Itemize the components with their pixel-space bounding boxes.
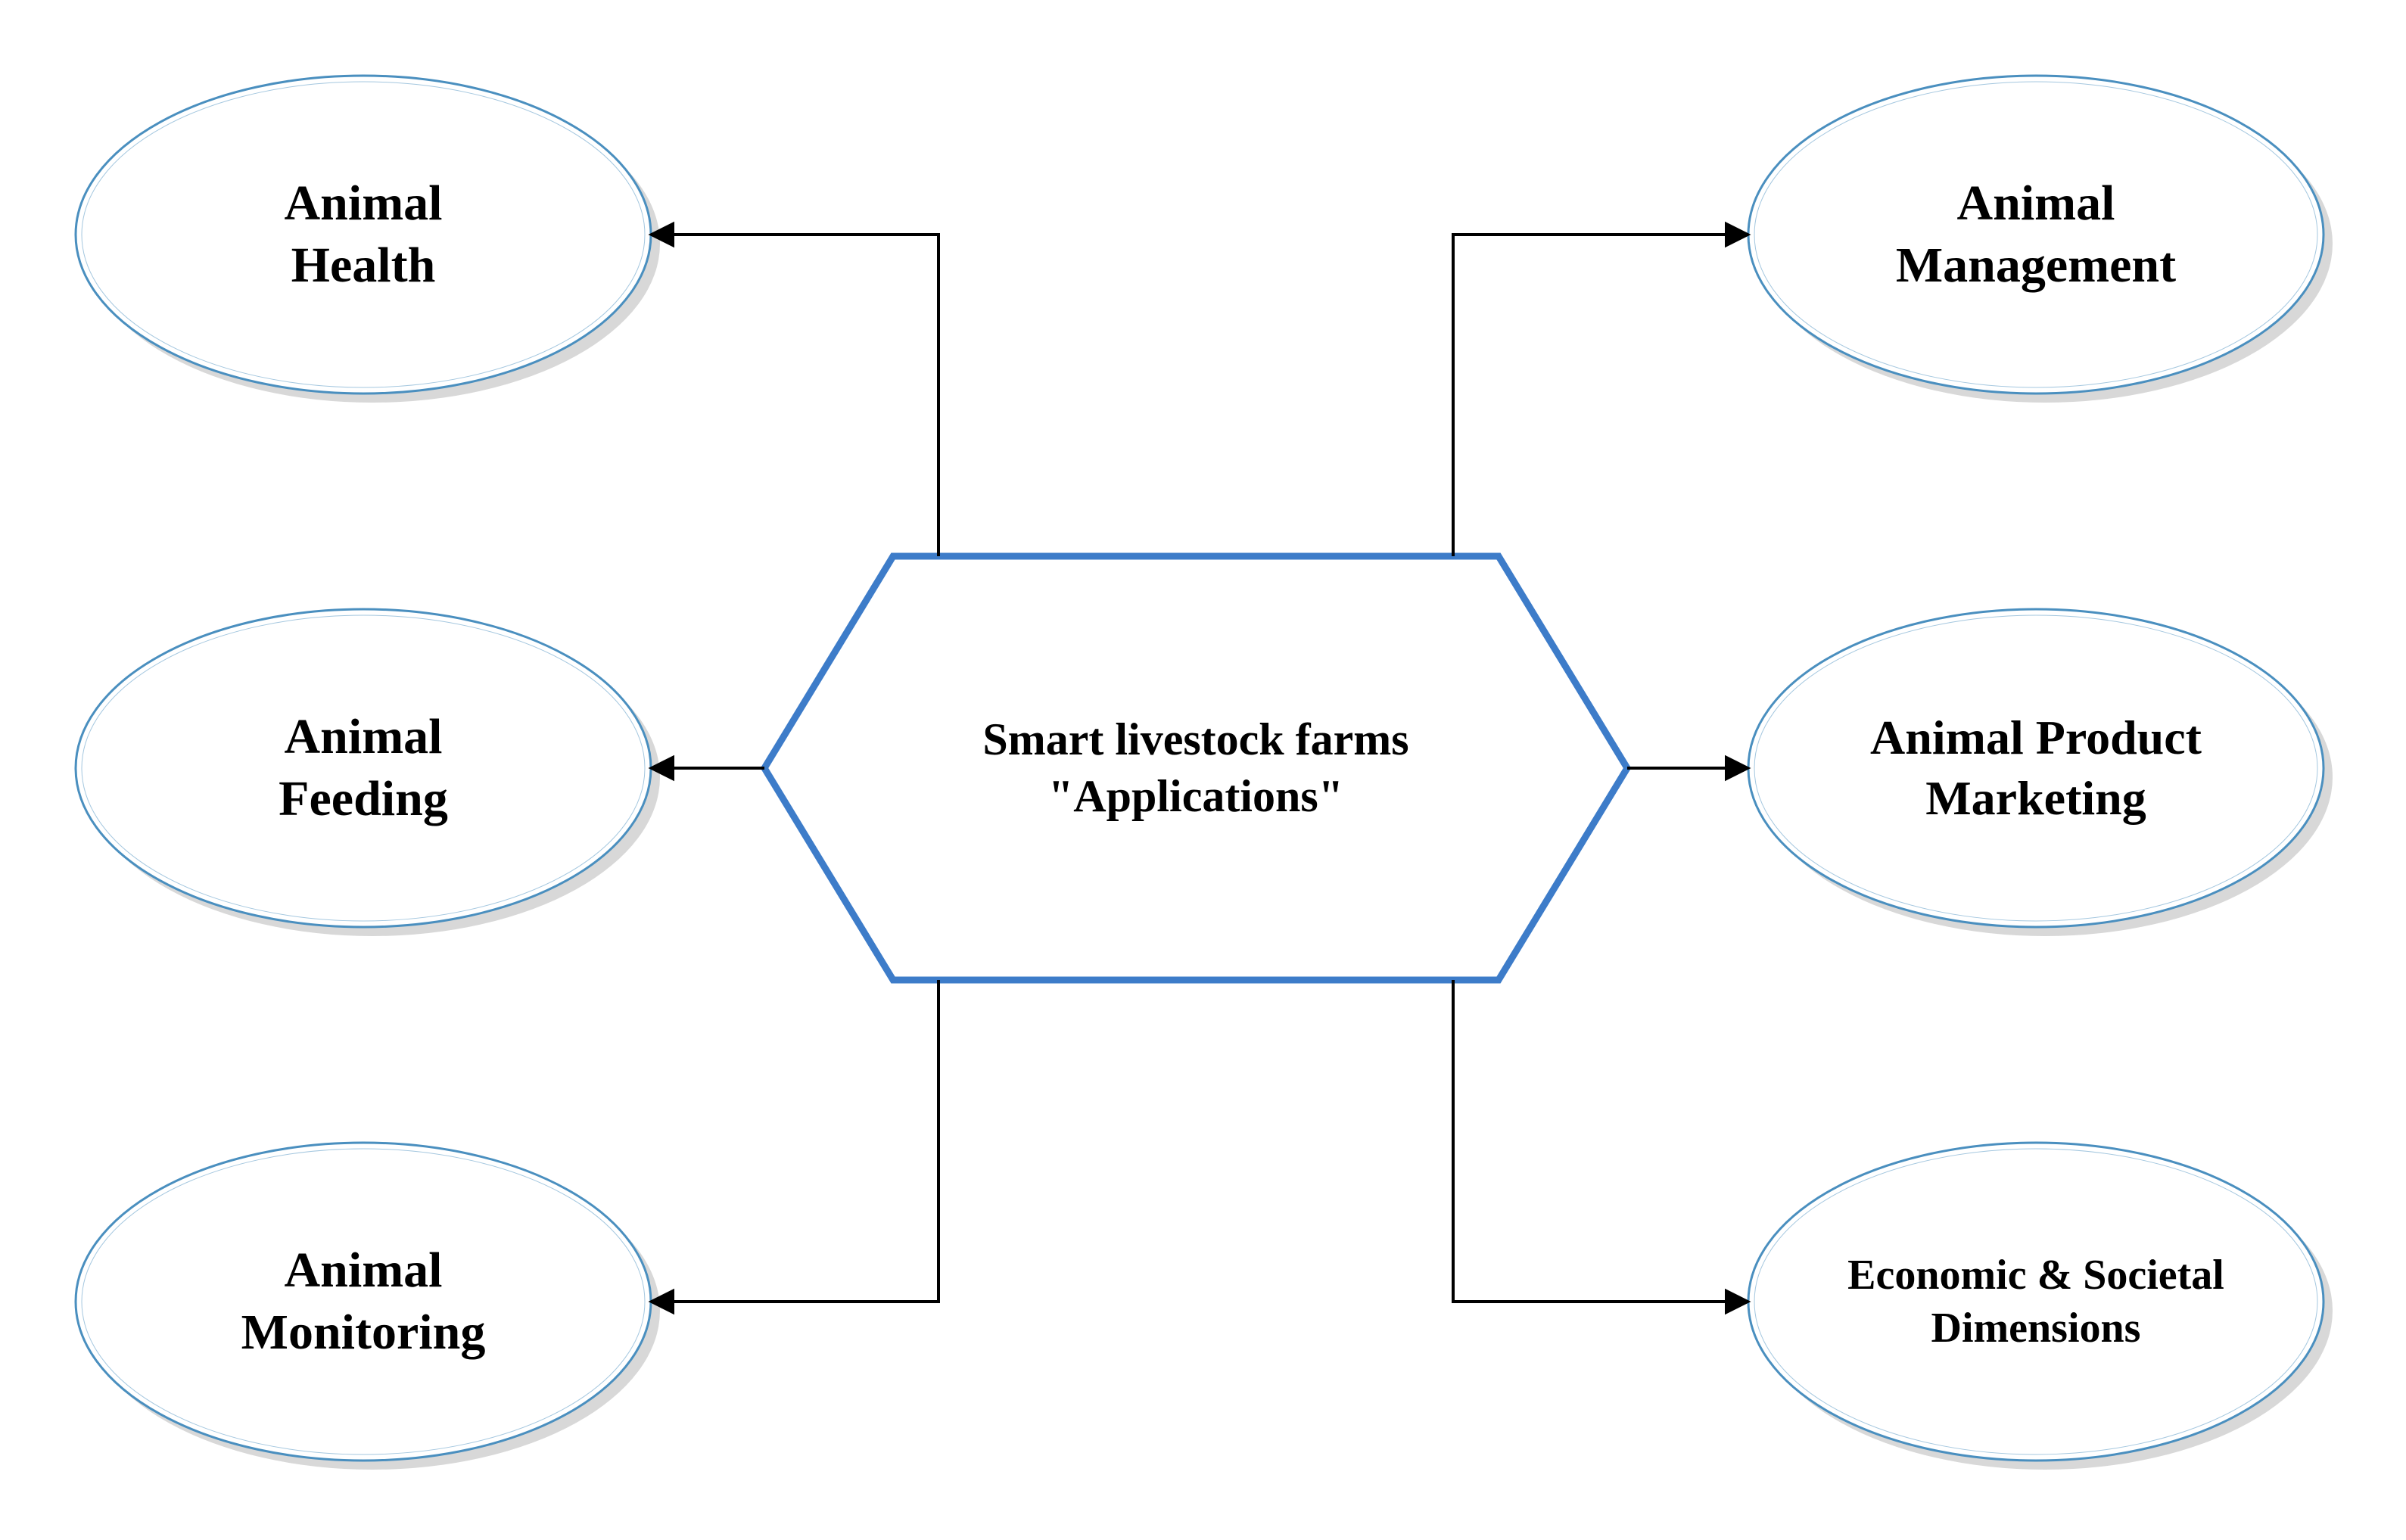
center-label: Smart livestock farms "Applications" [893, 556, 1499, 980]
ellipse-label-animal-management: Animal Management [1748, 76, 2324, 394]
ellipse-label-animal-monitoring: Animal Monitoring [76, 1143, 651, 1461]
connector-animal-management [1453, 235, 1748, 556]
ellipse-label-animal-feeding: Animal Feeding [76, 609, 651, 927]
connector-econ-societal [1453, 980, 1748, 1302]
connector-animal-monitoring [651, 980, 938, 1302]
connector-animal-health [651, 235, 938, 556]
ellipse-label-animal-health: Animal Health [76, 76, 651, 394]
diagram-stage: Smart livestock farms "Applications" Anim… [0, 0, 2406, 1540]
ellipse-label-econ-societal: Economic & Societal Dimensions [1748, 1143, 2324, 1461]
ellipse-label-animal-product-mkt: Animal Product Marketing [1748, 609, 2324, 927]
